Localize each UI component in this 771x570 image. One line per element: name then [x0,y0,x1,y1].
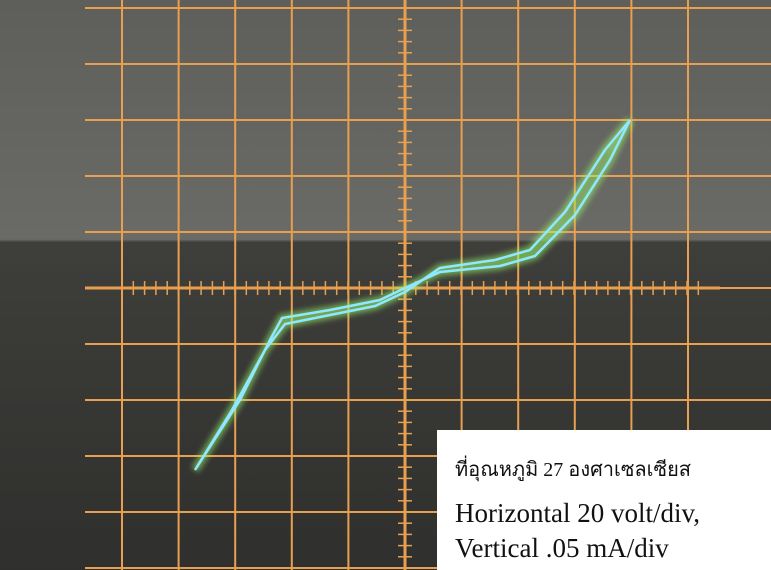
oscilloscope-photo: ที่อุณหภูมิ 27 องศาเซลเซียส Horizontal 2… [0,0,771,570]
caption-thai: ที่อุณหภูมิ 27 องศาเซลเซียส [455,455,691,482]
caption-horizontal: Horizontal 20 volt/div, [455,498,700,528]
caption-vertical: Vertical .05 mA/div [455,533,669,563]
page: ที่อุณหภูมิ 27 องศาเซลเซียส Horizontal 2… [0,0,771,570]
